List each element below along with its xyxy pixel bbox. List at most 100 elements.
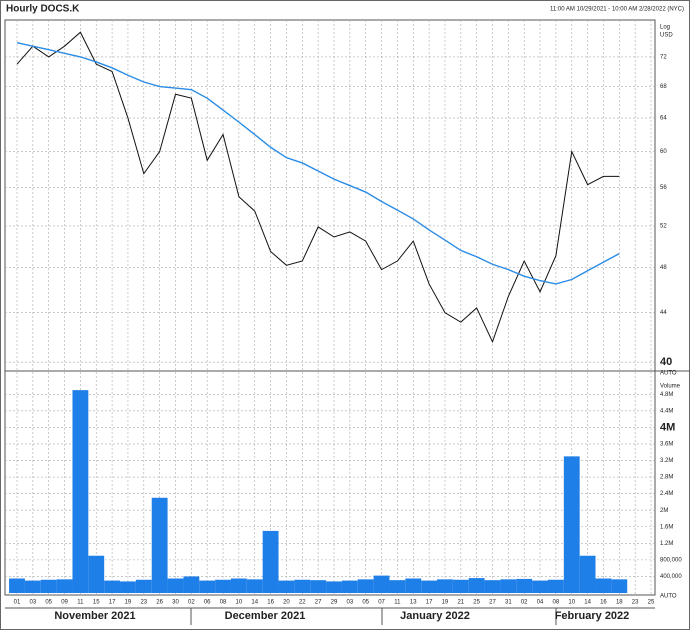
volume-bar [516, 578, 533, 593]
x-tick-label: 31 [505, 600, 512, 606]
x-tick-label: 03 [30, 600, 37, 606]
x-tick-label: 11 [394, 600, 401, 606]
x-tick-label: 29 [331, 600, 338, 606]
y-tick-label: 4.4M [660, 408, 673, 414]
x-tick-label: 14 [251, 600, 258, 606]
y-tick-label: 72 [660, 54, 667, 60]
y-tick-label: 56 [660, 185, 667, 191]
y-tick-label: 52 [660, 223, 667, 229]
y-tick-label: 2.4M [660, 491, 673, 497]
y-tick-label: 1.6M [660, 524, 673, 530]
volume-bar [373, 575, 390, 593]
x-tick-label: 30 [172, 600, 179, 606]
volume-bar [135, 579, 152, 593]
volume-bar [120, 581, 136, 593]
x-tick-label: 08 [220, 600, 227, 606]
y-axis-label: Volume [660, 384, 681, 390]
date-range: 11:00 AM 10/29/2021 - 10:00 AM 2/28/2022… [550, 7, 684, 13]
x-tick-label: 14 [584, 600, 591, 606]
volume-bar [88, 555, 105, 593]
x-tick-label: 05 [45, 600, 52, 606]
y-tick-label: 2.8M [660, 475, 673, 481]
x-tick-label: 21 [457, 600, 464, 606]
volume-bar [563, 456, 580, 593]
volume-bar [421, 580, 438, 593]
x-tick-label: 11 [77, 600, 84, 606]
y-tick-label: 64 [660, 116, 667, 122]
y-tick-label: 60 [660, 149, 667, 155]
x-tick-label: 19 [442, 600, 449, 606]
month-label: February 2022 [555, 610, 630, 622]
x-tick-label: 04 [537, 600, 544, 606]
volume-bar [72, 390, 89, 593]
volume-bar [389, 580, 406, 593]
x-tick-label: 19 [125, 600, 132, 606]
volume-bar [56, 579, 73, 593]
plot-border [4, 19, 656, 596]
chart-title: Hourly DOCS.K [6, 4, 80, 15]
x-tick-label: 09 [61, 600, 68, 606]
x-tick-label: 02 [521, 600, 528, 606]
x-tick-label: 26 [156, 600, 163, 606]
x-tick-label: 27 [315, 600, 322, 606]
volume-bar [310, 580, 327, 593]
volume-bar [500, 579, 517, 593]
y-tick-label: 4M [660, 421, 675, 433]
x-tick-label: 27 [489, 600, 496, 606]
volume-bar [341, 580, 358, 593]
x-tick-label: 25 [648, 600, 655, 606]
volume-bar [294, 579, 311, 593]
x-tick-label: 23 [140, 600, 147, 606]
x-tick-label: 22 [299, 600, 306, 606]
x-tick-label: 06 [204, 600, 211, 606]
x-tick-label: 01 [14, 600, 21, 606]
volume-bar [104, 580, 121, 593]
volume-bar [262, 530, 279, 593]
y-tick-label: 4.8M [660, 392, 673, 398]
x-tick-label: 13 [410, 600, 417, 606]
volume-bar [246, 579, 263, 593]
x-tick-label: 15 [93, 600, 100, 606]
volume-bar [9, 578, 25, 593]
x-tick-label: 16 [600, 600, 607, 606]
scale-mode: AUTO [660, 594, 677, 600]
volume-bar [437, 579, 453, 593]
y-axis-label: USD [660, 33, 673, 39]
x-tick-label: 23 [632, 600, 639, 606]
x-tick-label: 16 [267, 600, 274, 606]
month-label: December 2021 [225, 610, 306, 622]
volume-bar [230, 578, 247, 593]
volume-bar [357, 579, 374, 593]
volume-bar [468, 578, 485, 593]
x-tick-label: 02 [188, 600, 195, 606]
y-tick-label: 800,000 [660, 557, 682, 563]
volume-bar [532, 580, 548, 593]
volume-bar [595, 578, 612, 593]
month-label: November 2021 [54, 610, 135, 622]
volume-bar [199, 580, 216, 593]
y-tick-label: 1.2M [660, 541, 673, 547]
x-tick-label: 17 [426, 600, 433, 606]
x-tick-label: 03 [347, 600, 354, 606]
y-tick-label: 68 [660, 84, 667, 90]
price-line [16, 31, 620, 344]
x-tick-label: 18 [616, 600, 623, 606]
y-tick-label: 2M [660, 508, 668, 514]
month-label: January 2022 [400, 610, 470, 622]
volume-bar [405, 578, 422, 593]
volume-bar [215, 579, 231, 593]
volume-bar [579, 555, 596, 593]
x-tick-label: 07 [378, 600, 385, 606]
x-tick-label: 10 [236, 600, 243, 606]
volume-bar [40, 579, 57, 593]
volume-bar [183, 576, 200, 593]
y-tick-label: 3.6M [660, 442, 673, 448]
x-tick-label: 05 [362, 600, 369, 606]
x-tick-label: 20 [283, 600, 290, 606]
y-tick-label: 40 [660, 356, 672, 368]
volume-bar [611, 579, 628, 593]
scale-mode: AUTO [660, 371, 677, 377]
volume-bar [547, 579, 564, 593]
x-tick-label: 17 [109, 600, 116, 606]
